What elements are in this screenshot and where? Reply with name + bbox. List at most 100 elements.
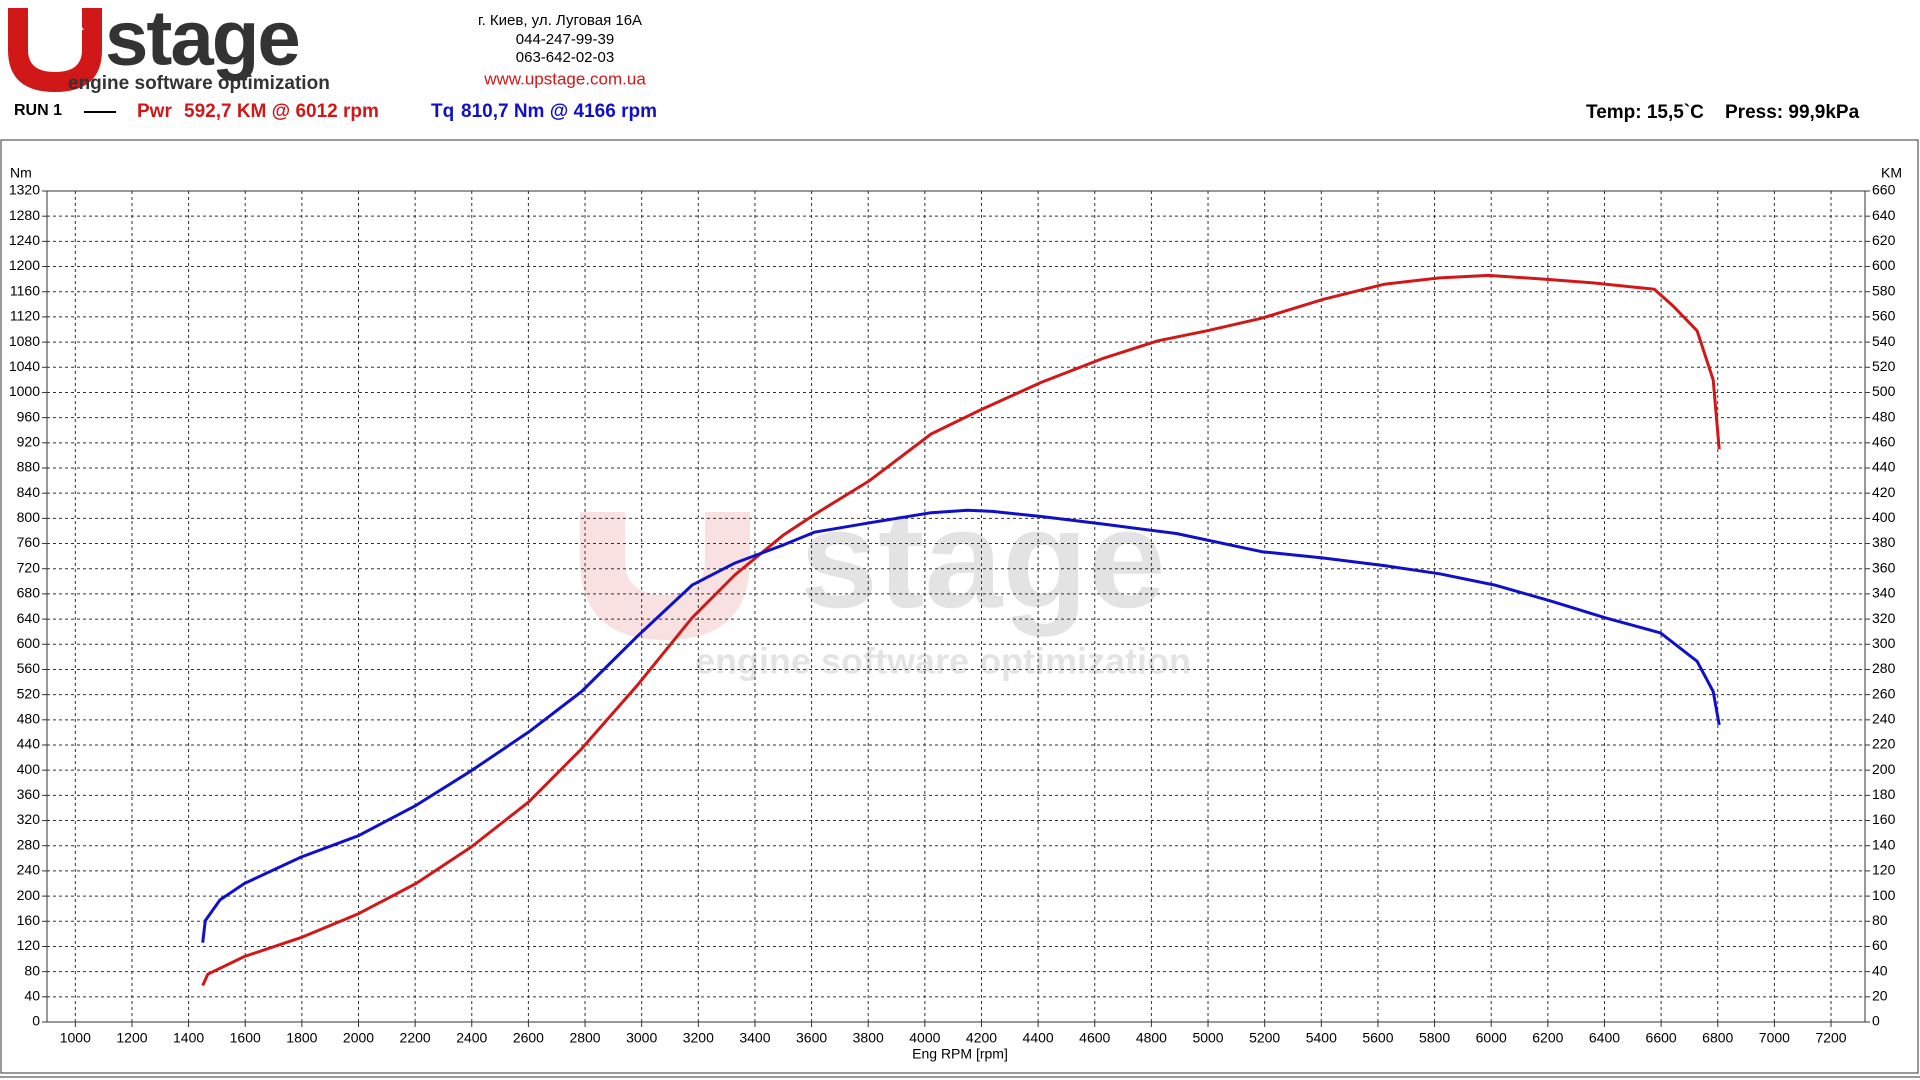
x-tick-label: 5600 [1362,1030,1393,1046]
x-axis-label: Eng RPM [rpm] [912,1046,1008,1062]
y-tick-label: 320 [17,811,41,827]
x-tick-label: 3200 [683,1030,714,1046]
x-tick-label: 3000 [626,1030,657,1046]
y-tick-label: 600 [17,635,41,651]
y-tick-label: 960 [17,408,41,424]
y-tick-label: 280 [17,836,41,852]
y2-tick-label: 520 [1872,358,1896,374]
logo-word: stage [105,0,299,82]
y-tick-label: 800 [17,509,41,525]
pressure: Press: 99,9kPa [1725,102,1860,123]
y2-tick-label: 200 [1872,761,1896,777]
y-tick-label: 240 [17,862,41,878]
series-line [201,508,1721,943]
y-tick-label: 1000 [9,383,40,399]
y-tick-label: 1120 [10,308,40,324]
y2-tick-label: 640 [1872,207,1896,223]
y2-tick-label: 340 [1872,585,1896,601]
y2-tick-label: 260 [1872,685,1896,701]
y-tick-label: 1160 [10,282,40,298]
y2-tick-label: 0 [1872,1013,1880,1029]
legend-name: Pwr [137,101,172,122]
y-tick-label: 840 [17,484,41,500]
x-tick-label: 6200 [1532,1030,1563,1046]
x-tick-label: 1000 [60,1030,91,1046]
y2-tick-label: 280 [1872,660,1896,676]
y-tick-label: 1080 [9,333,40,349]
x-tick-label: 2200 [400,1030,431,1046]
y2-tick-label: 460 [1872,434,1896,450]
y-tick-label: 880 [17,459,41,475]
x-tick-label: 3800 [853,1030,884,1046]
y-tick-label: 480 [17,711,41,727]
x-tick-label: 7000 [1759,1030,1790,1046]
address: г. Киев, ул. Луговая 16А [478,12,642,29]
y2-tick-label: 660 [1872,182,1896,198]
x-tick-label: 1200 [116,1030,147,1046]
y-tick-label: 120 [17,937,41,953]
y2-tick-label: 580 [1872,282,1896,298]
y2-tick-label: 380 [1872,534,1896,550]
y-tick-label: 0 [32,1013,40,1029]
watermark-logo [580,512,750,640]
y-tick-label: 760 [17,534,41,550]
x-tick-label: 5400 [1306,1030,1337,1046]
x-tick-label: 6000 [1476,1030,1507,1046]
y-axis-label: Nm [10,165,32,181]
y2-tick-label: 620 [1872,232,1896,248]
y-tick-label: 920 [17,434,41,450]
x-tick-label: 6800 [1702,1030,1733,1046]
y-tick-label: 160 [17,912,41,928]
series-line [201,273,1721,987]
logo-u [8,8,102,92]
y2-tick-label: 440 [1872,459,1896,475]
y2-tick-label: 240 [1872,711,1896,727]
y2-tick-label: 540 [1872,333,1896,349]
run-label: RUN 1 [14,102,62,119]
watermark-word: stage [800,480,1166,637]
y-tick-label: 40 [24,988,40,1004]
x-tick-label: 2800 [569,1030,600,1046]
x-tick-label: 1600 [230,1030,261,1046]
x-tick-label: 4600 [1079,1030,1110,1046]
peak-power: 592,7 KM @ 6012 rpm [184,101,379,122]
website: www.upstage.com.ua [483,69,646,88]
logo-arrow [70,20,84,48]
y2-tick-label: 220 [1872,736,1896,752]
watermark: stage engine software optimization [580,480,1191,682]
y2-tick-label: 480 [1872,408,1896,424]
y-tick-label: 400 [17,761,41,777]
y-tick-label: 1240 [9,232,40,248]
phone: 044-247-99-39 [516,31,614,48]
y2-tick-label: 400 [1872,509,1896,525]
y-tick-label: 1040 [9,358,40,374]
y-tick-label: 560 [17,660,41,676]
y-tick-label: 1280 [9,207,40,223]
x-tick-label: 4200 [966,1030,997,1046]
y2-tick-label: 60 [1872,937,1888,953]
x-tick-label: 5800 [1419,1030,1450,1046]
y2-tick-label: 20 [1872,988,1888,1004]
y-tick-label: 360 [17,786,41,802]
y2-tick-label: 160 [1872,811,1896,827]
y-tick-label: 640 [17,610,41,626]
y2-tick-label: 560 [1872,308,1896,324]
x-tick-label: 6600 [1646,1030,1677,1046]
y-tick-label: 1320 [9,182,40,198]
y-tick-label: 520 [17,685,41,701]
x-tick-label: 2000 [343,1030,374,1046]
y2-tick-label: 140 [1872,836,1896,852]
x-tick-label: 7200 [1815,1030,1846,1046]
y2-tick-label: 120 [1872,862,1896,878]
logo-tagline: engine software optimization [68,73,330,94]
x-tick-label: 3400 [739,1030,770,1046]
y-tick-label: 80 [24,962,40,978]
phone: 063-642-02-03 [516,49,614,66]
y-tick-label: 200 [17,887,41,903]
x-tick-label: 2400 [456,1030,487,1046]
x-tick-label: 4000 [909,1030,940,1046]
y-tick-label: 440 [17,736,41,752]
x-tick-label: 4400 [1023,1030,1054,1046]
y2-tick-label: 180 [1872,786,1896,802]
